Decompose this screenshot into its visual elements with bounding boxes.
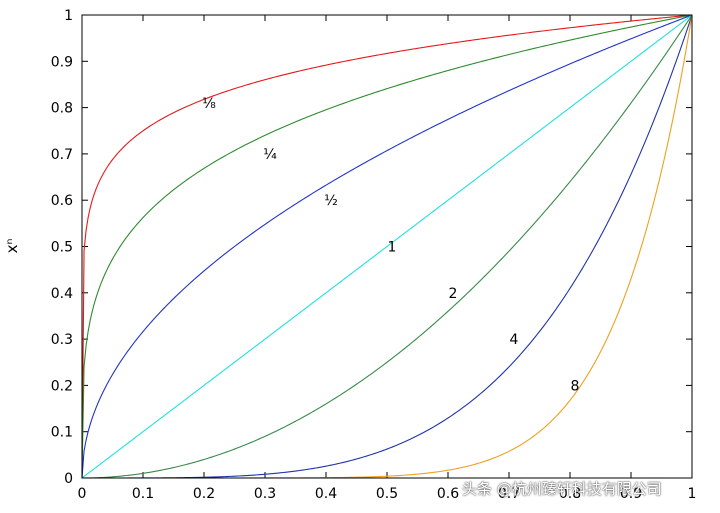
series-line-2 (81, 14, 693, 479)
x-tick-label: 0.6 (437, 486, 459, 502)
y-tick-label: 0.7 (51, 147, 73, 163)
series-line-4 (81, 14, 693, 479)
x-tick-label: 0.7 (498, 486, 520, 502)
x-tick-label: 0.3 (254, 486, 276, 502)
y-tick-label: 0.6 (51, 193, 73, 209)
series-line-1 (81, 14, 693, 479)
y-tick-label: 0.1 (51, 425, 73, 441)
x-tick-label: 1 (688, 486, 697, 502)
y-axis-label: xⁿ (3, 239, 21, 254)
x-tick-label: 0.5 (376, 486, 398, 502)
y-tick-label: 1 (64, 8, 73, 24)
series-line-5 (81, 14, 693, 479)
y-tick-label: 0.9 (51, 54, 73, 70)
series-line-3 (81, 14, 693, 479)
x-tick-label: 0.2 (193, 486, 215, 502)
watermark-text: 头条 @杭州臻轩科技有限公司 (462, 480, 662, 498)
y-tick-label: 0 (64, 471, 73, 487)
series-label-4: 1 (388, 240, 397, 256)
x-tick-label: 0 (78, 486, 87, 502)
series-label-2: ¼ (263, 147, 277, 163)
y-tick-label: 0.4 (51, 286, 73, 302)
x-tick-label: 0.4 (315, 486, 337, 502)
series-label-6: 4 (510, 332, 519, 348)
series-label-3: ½ (324, 193, 338, 209)
y-tick-label: 0.5 (51, 240, 73, 256)
x-tick-label: 0.9 (620, 486, 642, 502)
series-label-5: 2 (449, 286, 458, 302)
plot-frame (81, 14, 693, 479)
y-tick-label: 0.8 (51, 101, 73, 117)
x-tick-label: 0.1 (132, 486, 154, 502)
y-tick-label: 0.3 (51, 332, 73, 348)
series-label-1: ⅛ (202, 96, 216, 112)
series-label-7: 8 (571, 378, 580, 394)
y-tick-label: 0.2 (51, 378, 73, 394)
x-tick-label: 0.8 (559, 486, 581, 502)
